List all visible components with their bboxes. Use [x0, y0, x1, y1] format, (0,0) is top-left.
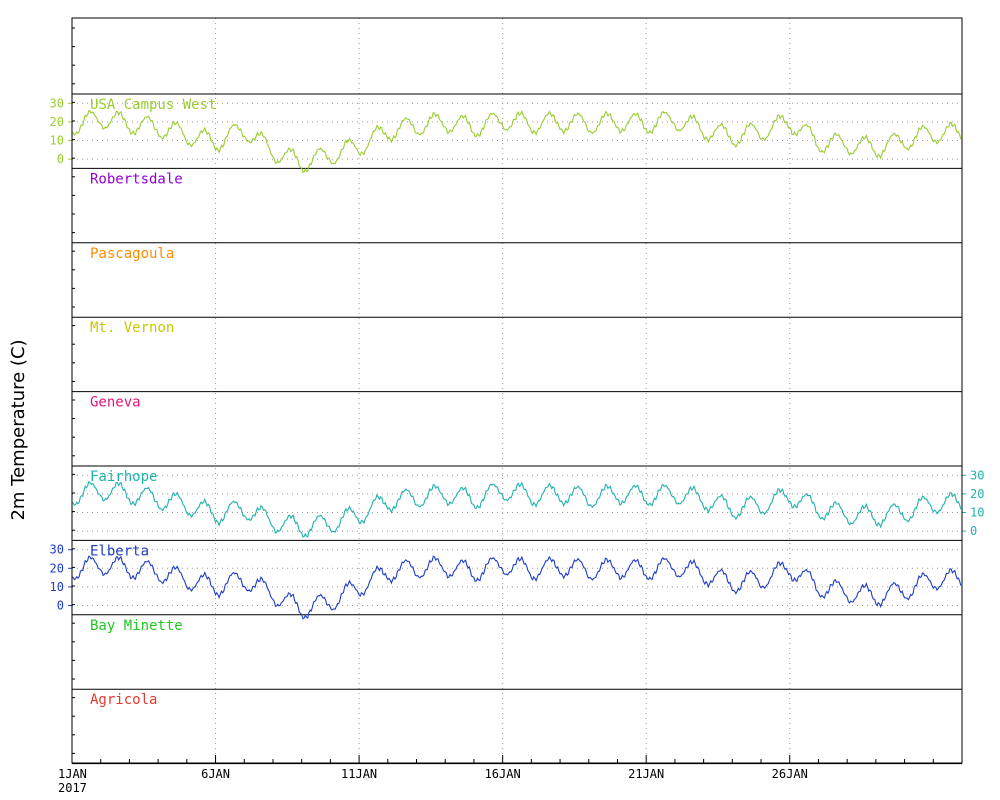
y-tick-label: 30: [50, 543, 64, 557]
station-label: Geneva: [90, 395, 141, 411]
series-line: [71, 481, 962, 538]
series-layer: [71, 109, 962, 620]
plot-frame: [71, 17, 963, 764]
x-tick-label: 21JAN: [628, 767, 664, 781]
station-label: Agricola: [90, 692, 157, 708]
y-tick-label: 20: [50, 115, 64, 129]
station-label: Bay Minette: [90, 618, 183, 634]
station-label: Elberta: [90, 543, 149, 559]
y-tick-label: 10: [970, 506, 984, 520]
y-tick-label: 0: [57, 599, 64, 613]
y-tick-label: 30: [50, 96, 64, 110]
y-tick-label: 20: [970, 487, 984, 501]
station-label: USA Campus West: [90, 97, 216, 113]
x-tick-label: 1JAN: [58, 767, 87, 781]
station-label: Robertsdale: [90, 171, 183, 187]
series-line: [71, 109, 962, 174]
y-tick-label: 20: [50, 561, 64, 575]
x-tick-label: 6JAN: [201, 767, 230, 781]
x-tick-label: 16JAN: [485, 767, 521, 781]
station-label: Mt. Vernon: [90, 320, 174, 336]
y-tick-label: 30: [970, 468, 984, 482]
y-tick-label: 0: [970, 524, 977, 538]
x-year-label: 2017: [58, 781, 87, 795]
x-tick-label: 26JAN: [772, 767, 808, 781]
y-tick-label: 0: [57, 152, 64, 166]
y-tick-label: 10: [50, 134, 64, 148]
y-tick-label: 10: [50, 580, 64, 594]
series-line: [71, 555, 962, 620]
station-label: Pascagoula: [90, 246, 174, 262]
y-axis-label: 2m Temperature (C): [8, 339, 29, 520]
x-tick-label: 11JAN: [341, 767, 377, 781]
station-label: Fairhope: [90, 469, 157, 485]
panel-layer: USA Campus West 30 20 10 0 Robertsdale Pascago…: [50, 93, 984, 765]
grid-layer: [72, 18, 962, 763]
